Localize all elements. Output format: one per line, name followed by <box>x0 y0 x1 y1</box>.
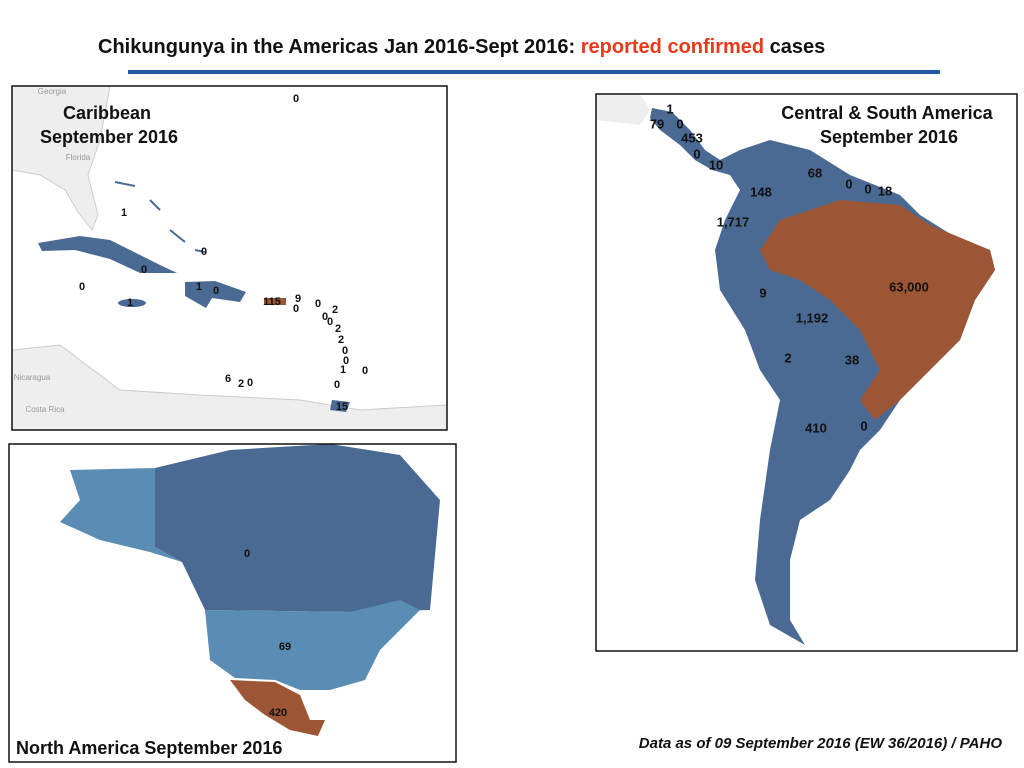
case-label: 0 <box>315 298 321 310</box>
case-label: 15 <box>336 401 348 413</box>
case-label: 1 <box>121 207 127 219</box>
case-label: 0 <box>362 365 368 377</box>
place-label: Nicaragua <box>14 373 51 382</box>
north-map <box>9 444 456 762</box>
case-label: 1,717 <box>717 214 750 229</box>
case-label: 0 <box>343 355 349 367</box>
case-label: 0 <box>141 264 147 276</box>
title-part: cases <box>764 36 825 58</box>
case-label: 0 <box>334 379 340 391</box>
place-label: Costa Rica <box>25 405 65 414</box>
case-label: 0 <box>322 311 328 323</box>
case-label: 2 <box>784 350 791 365</box>
title-highlight: reported confirmed <box>581 36 764 58</box>
case-label: 68 <box>808 165 822 180</box>
case-label: 0 <box>676 116 683 131</box>
footer: Data as of 09 September 2016 (EW 36/2016… <box>639 735 1003 752</box>
case-label: 420 <box>269 707 287 719</box>
case-label: 0 <box>293 93 299 105</box>
case-label: 2 <box>238 378 244 390</box>
case-label: 0 <box>693 146 700 161</box>
case-label: 0 <box>864 181 871 196</box>
case-label: 38 <box>845 352 859 367</box>
case-label: 1 <box>666 101 673 116</box>
case-label: 79 <box>650 116 664 131</box>
caribbean-frame <box>11 85 448 431</box>
case-label: 0 <box>201 246 207 258</box>
case-label: 1 <box>127 297 133 309</box>
case-label: 0 <box>293 303 299 315</box>
panel-title: North America September 2016 <box>16 738 282 758</box>
case-label: 2 <box>335 323 341 335</box>
panel-title: Central & South America <box>781 103 993 123</box>
case-label: 69 <box>279 641 291 653</box>
case-label: 148 <box>750 184 772 199</box>
place-label: Georgia <box>38 87 67 96</box>
case-label: 0 <box>213 285 219 297</box>
south-map <box>596 94 1017 651</box>
case-label: 9 <box>759 285 766 300</box>
south-frame <box>595 93 1018 652</box>
case-label: 0 <box>79 281 85 293</box>
case-label: 0 <box>247 377 253 389</box>
case-label: 0 <box>244 548 250 560</box>
case-label: 0 <box>327 316 333 328</box>
panel-title: September 2016 <box>40 127 178 147</box>
place-label: Florida <box>66 153 91 162</box>
case-label: 2 <box>332 304 338 316</box>
title-part: Chikungunya in the Americas Jan 2016-Sep… <box>98 36 581 58</box>
case-label: 1 <box>340 364 346 376</box>
case-label: 6 <box>225 373 231 385</box>
case-label: 453 <box>681 130 703 145</box>
panel-title: September 2016 <box>820 127 958 147</box>
case-label: 0 <box>342 345 348 357</box>
north-frame <box>8 443 457 763</box>
case-label: 9 <box>295 293 301 305</box>
case-label: 10 <box>709 157 723 172</box>
case-label: 0 <box>860 418 867 433</box>
panel-title: Caribbean <box>63 103 151 123</box>
slide-title: Chikungunya in the Americas Jan 2016-Sep… <box>98 36 825 58</box>
caribbean-map <box>12 86 447 430</box>
case-label: 115 <box>263 296 281 308</box>
case-label: 1,192 <box>796 310 829 325</box>
case-label: 1 <box>196 281 202 293</box>
case-label: 18 <box>878 183 892 198</box>
case-label: 63,000 <box>889 279 929 294</box>
case-label: 2 <box>338 334 344 346</box>
case-label: 0 <box>845 176 852 191</box>
case-label: 410 <box>805 420 827 435</box>
